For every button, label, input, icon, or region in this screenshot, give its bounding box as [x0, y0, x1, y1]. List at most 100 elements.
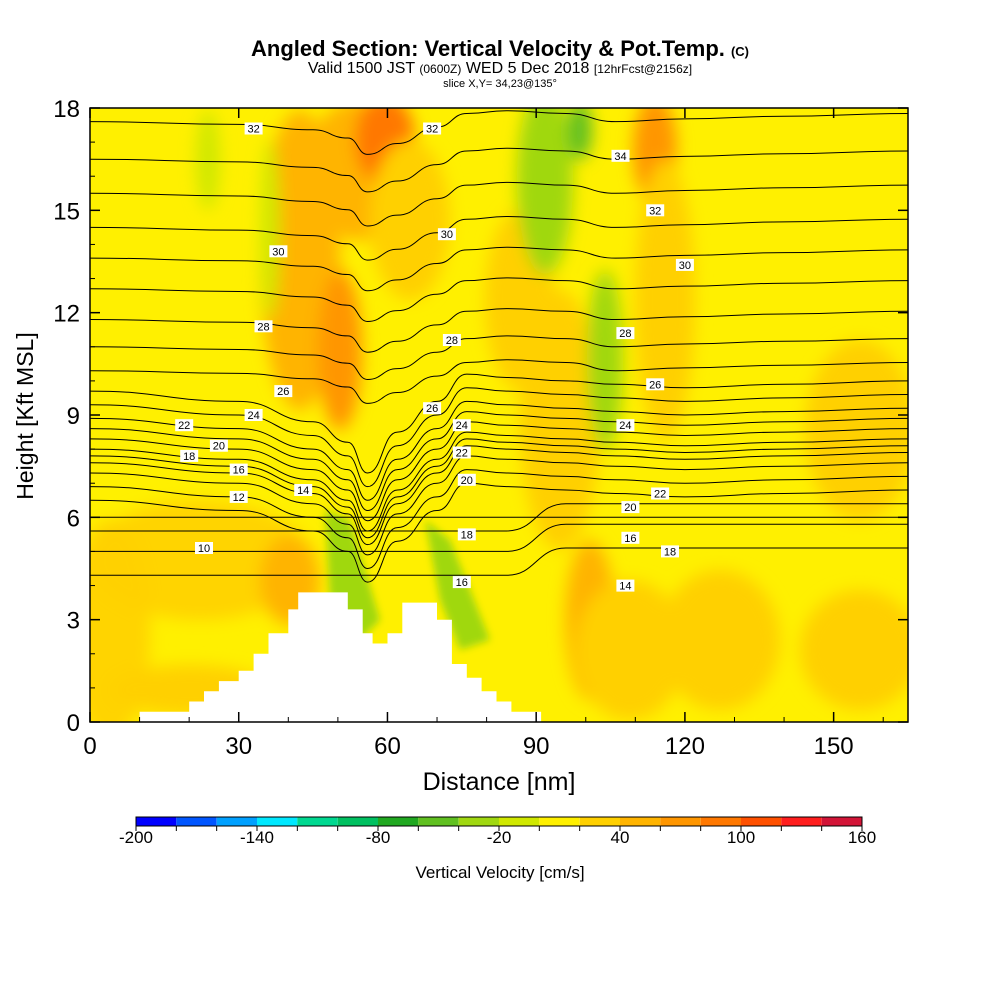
y-tick-label: 9 — [67, 403, 80, 430]
colorbar-tick-label: 160 — [848, 828, 876, 847]
contour-label: 14 — [294, 484, 313, 497]
contour-label-text: 30 — [272, 246, 284, 258]
contour-label-box — [616, 419, 635, 432]
contour-label-box — [274, 385, 293, 398]
forecast-info: [12hrFcst@2156z] — [593, 62, 693, 76]
contour-label-text: 30 — [679, 260, 691, 272]
colorbar: -200 -140 -80 -20 40 100 160 — [119, 816, 876, 847]
updraft-region — [370, 140, 450, 300]
x-tick-label: 60 — [374, 733, 401, 760]
contour-label-text: 22 — [456, 448, 468, 460]
updraft-region — [635, 160, 695, 440]
theta-contour-line — [90, 547, 908, 576]
colorbar-swatch — [821, 817, 862, 826]
contour-label-box — [651, 487, 670, 500]
contour-label: 30 — [437, 228, 456, 241]
colorbar-swatch — [700, 817, 741, 826]
contour-label-text: 14 — [619, 581, 631, 593]
contour-label: 18 — [180, 449, 199, 463]
contour-label: 28 — [254, 320, 273, 333]
colorbar-swatch — [499, 817, 540, 826]
colorbar-swatch — [378, 817, 419, 826]
contour-label-box — [229, 463, 248, 476]
contour-label-text: 20 — [624, 502, 636, 514]
contour-label-text: 28 — [619, 328, 631, 340]
y-tick-label: 15 — [53, 198, 80, 225]
contour-label-text: 24 — [456, 420, 468, 432]
contour-label-text: 28 — [257, 321, 269, 333]
contour-label-box — [457, 528, 476, 541]
colorbar-swatch — [337, 817, 378, 826]
contour-label-text: 30 — [441, 229, 453, 241]
x-tick-label: 120 — [665, 733, 705, 760]
theta-contour-line — [90, 482, 908, 583]
y-axis: 0 3 6 9 12 15 18 — [53, 96, 908, 737]
colorbar-label: Vertical Velocity [cm/s] — [415, 863, 585, 882]
contour-label-text: 14 — [297, 485, 309, 497]
colorbar-swatch — [297, 817, 338, 826]
colorbar-swatch — [136, 817, 177, 826]
contour-label-text: 34 — [614, 151, 626, 163]
contour-label: 26 — [646, 378, 665, 391]
contour-labels: 10 12 14 16 18 20 22 24 26 28 30 32 16 18 20 22 24 26 28 30… — [175, 122, 694, 593]
theta-contour-line — [90, 215, 908, 261]
y-axis-label: Height [Kft MSL] — [12, 332, 38, 499]
downdraft-region — [517, 108, 573, 275]
contour-label: 20 — [457, 473, 476, 487]
theta-contour-line — [90, 277, 908, 323]
y-tick-label: 6 — [67, 505, 80, 532]
contour-label: 28 — [616, 327, 635, 340]
contour-label: 28 — [442, 334, 461, 347]
contour-label: 14 — [616, 579, 635, 593]
contour-label: 10 — [195, 542, 213, 555]
chart-title-unit-tag: (C) — [730, 44, 749, 59]
contour-label-text: 32 — [649, 205, 661, 217]
x-tick-label: 30 — [225, 733, 252, 760]
contour-label-text: 32 — [426, 124, 438, 136]
theta-contour-line — [90, 455, 908, 556]
valid-time: Valid 1500 JST — [307, 60, 415, 77]
colorbar-tick-label: -80 — [366, 828, 391, 847]
colorbar-tick-label: -20 — [487, 828, 512, 847]
contour-label-box — [195, 542, 213, 554]
theta-contour-line — [90, 421, 908, 522]
valid-time-zulu: (0600Z) — [419, 62, 462, 76]
contour-label-box — [452, 446, 471, 459]
theta-contour-line — [90, 387, 908, 488]
contour-label-box — [229, 490, 248, 503]
x-tick-label: 90 — [523, 733, 550, 760]
y-tick-label: 18 — [53, 96, 80, 123]
chart-subtitle: Valid 1500 JST (0600Z) WED 5 Dec 2018 [1… — [0, 60, 1000, 78]
contour-label: 22 — [175, 419, 194, 432]
contour-label: 16 — [229, 463, 248, 477]
contour-label-box — [675, 258, 694, 271]
contour-label-box — [616, 579, 635, 592]
updraft-region — [318, 270, 362, 430]
theta-contour-line — [90, 110, 908, 155]
plot-area: 10 12 14 16 18 20 22 24 26 28 30 32 16 18 20 22 24 26 28 30… — [90, 108, 908, 722]
contour-label-box — [437, 228, 456, 241]
contour-label-text: 32 — [247, 124, 259, 136]
contour-label: 32 — [423, 122, 442, 136]
contour-label: 24 — [616, 419, 635, 432]
theta-contour-line — [90, 181, 908, 227]
contour-label: 30 — [675, 258, 694, 272]
contour-label-box — [452, 576, 471, 589]
contour-label-text: 18 — [461, 529, 473, 541]
theta-contour-line — [90, 523, 908, 552]
contour-label: 30 — [269, 245, 288, 258]
contour-label-text: 24 — [619, 420, 631, 432]
slice-info: slice X,Y= 34,23@135° — [443, 78, 557, 90]
contour-label: 12 — [229, 490, 248, 504]
colorbar-swatch — [539, 817, 580, 826]
contour-label-box — [452, 419, 471, 432]
colorbar-swatch — [216, 817, 257, 826]
chart-title-text: Angled Section: Vertical Velocity & Pot.… — [251, 36, 725, 61]
x-axis: 0 30 60 90 120 150 — [83, 108, 884, 760]
contour-label-box — [180, 449, 199, 462]
contour-label: 18 — [661, 545, 679, 558]
contour-label: 20 — [621, 501, 640, 514]
theta-contour-line — [90, 147, 908, 193]
theta-contour-line — [90, 373, 908, 474]
colorbar-swatch — [458, 817, 499, 826]
